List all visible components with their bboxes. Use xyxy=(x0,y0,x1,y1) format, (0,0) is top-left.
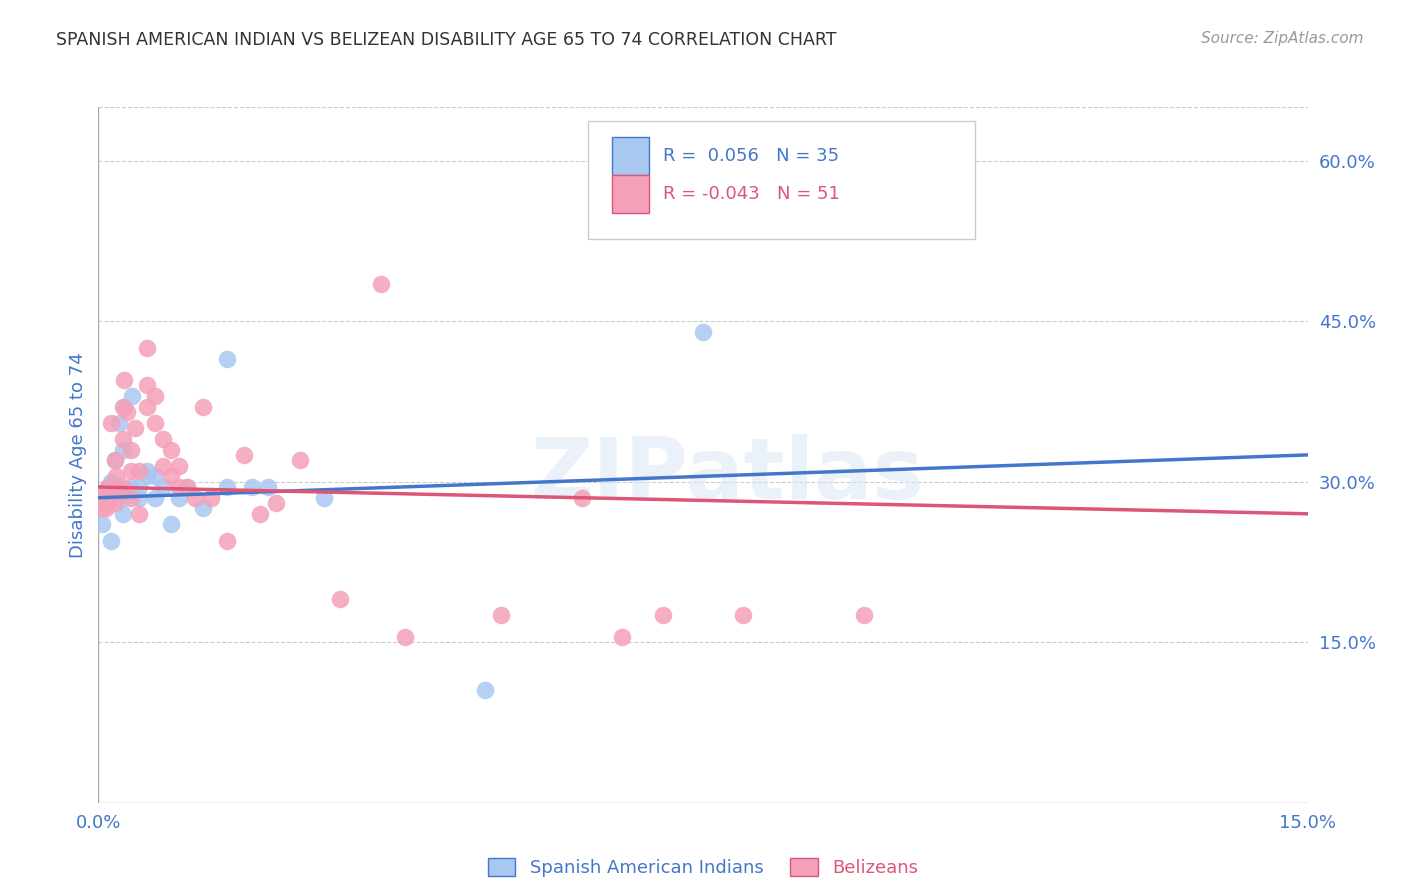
Text: R = -0.043   N = 51: R = -0.043 N = 51 xyxy=(664,185,839,203)
Bar xyxy=(613,136,648,175)
FancyBboxPatch shape xyxy=(588,121,976,239)
Point xyxy=(128,491,150,505)
Point xyxy=(103,453,125,467)
Point xyxy=(103,496,125,510)
Point xyxy=(193,501,215,516)
Point xyxy=(100,475,122,489)
Point xyxy=(232,448,254,462)
Point xyxy=(128,480,150,494)
Point xyxy=(612,630,634,644)
Point xyxy=(167,458,190,473)
Point xyxy=(692,325,714,339)
Point xyxy=(314,491,336,505)
Point xyxy=(143,491,166,505)
Point xyxy=(112,373,135,387)
Point xyxy=(121,389,143,403)
Text: Source: ZipAtlas.com: Source: ZipAtlas.com xyxy=(1201,31,1364,46)
Point xyxy=(111,480,134,494)
Point xyxy=(135,341,157,355)
Point xyxy=(217,351,239,366)
Point xyxy=(120,491,142,505)
Point xyxy=(103,453,125,467)
Point xyxy=(90,501,112,516)
Point xyxy=(107,485,129,500)
Point xyxy=(733,608,755,623)
Point xyxy=(96,501,118,516)
Point xyxy=(143,469,166,483)
Point xyxy=(193,400,215,414)
Point xyxy=(143,416,166,430)
Point xyxy=(491,608,513,623)
Point xyxy=(176,480,198,494)
Point xyxy=(112,400,135,414)
Point xyxy=(100,416,122,430)
Point xyxy=(111,491,134,505)
Point xyxy=(111,432,134,446)
Point xyxy=(160,469,183,483)
Bar xyxy=(613,175,648,213)
Point xyxy=(167,491,190,505)
Point xyxy=(160,517,183,532)
Point xyxy=(152,432,174,446)
Point xyxy=(97,480,120,494)
Point xyxy=(103,491,125,505)
Point xyxy=(370,277,392,291)
Legend: Spanish American Indians, Belizeans: Spanish American Indians, Belizeans xyxy=(481,850,925,884)
Point xyxy=(124,421,146,435)
Point xyxy=(264,496,287,510)
Point xyxy=(288,453,311,467)
Y-axis label: Disability Age 65 to 74: Disability Age 65 to 74 xyxy=(69,352,87,558)
Point xyxy=(135,464,157,478)
Point xyxy=(120,480,142,494)
Point xyxy=(120,464,142,478)
Point xyxy=(91,496,114,510)
Point xyxy=(200,491,222,505)
Point xyxy=(160,442,183,457)
Point xyxy=(394,630,416,644)
Point xyxy=(105,469,128,483)
Point xyxy=(329,592,352,607)
Point xyxy=(94,485,117,500)
Text: ZIPatlas: ZIPatlas xyxy=(530,434,924,517)
Point xyxy=(135,400,157,414)
Point xyxy=(105,480,128,494)
Point xyxy=(853,608,876,623)
Point xyxy=(115,405,138,419)
Point xyxy=(217,480,239,494)
Point xyxy=(111,507,134,521)
Point xyxy=(135,378,157,392)
Point xyxy=(474,683,496,698)
Point xyxy=(128,464,150,478)
Point xyxy=(167,480,190,494)
Point xyxy=(143,389,166,403)
Point xyxy=(651,608,673,623)
Point xyxy=(128,507,150,521)
Point xyxy=(94,491,117,505)
Point xyxy=(184,491,207,505)
Point xyxy=(240,480,263,494)
Text: R =  0.056   N = 35: R = 0.056 N = 35 xyxy=(664,147,839,165)
Text: SPANISH AMERICAN INDIAN VS BELIZEAN DISABILITY AGE 65 TO 74 CORRELATION CHART: SPANISH AMERICAN INDIAN VS BELIZEAN DISA… xyxy=(56,31,837,49)
Point xyxy=(107,416,129,430)
Point xyxy=(111,400,134,414)
Point xyxy=(100,533,122,548)
Point xyxy=(97,480,120,494)
Point xyxy=(249,507,271,521)
Point xyxy=(152,480,174,494)
Point xyxy=(152,458,174,473)
Point xyxy=(98,491,121,505)
Point xyxy=(111,442,134,457)
Point xyxy=(176,480,198,494)
Point xyxy=(217,533,239,548)
Point xyxy=(120,485,142,500)
Point xyxy=(120,442,142,457)
Point xyxy=(256,480,278,494)
Point xyxy=(96,496,118,510)
Point xyxy=(571,491,593,505)
Point xyxy=(135,469,157,483)
Point xyxy=(91,517,114,532)
